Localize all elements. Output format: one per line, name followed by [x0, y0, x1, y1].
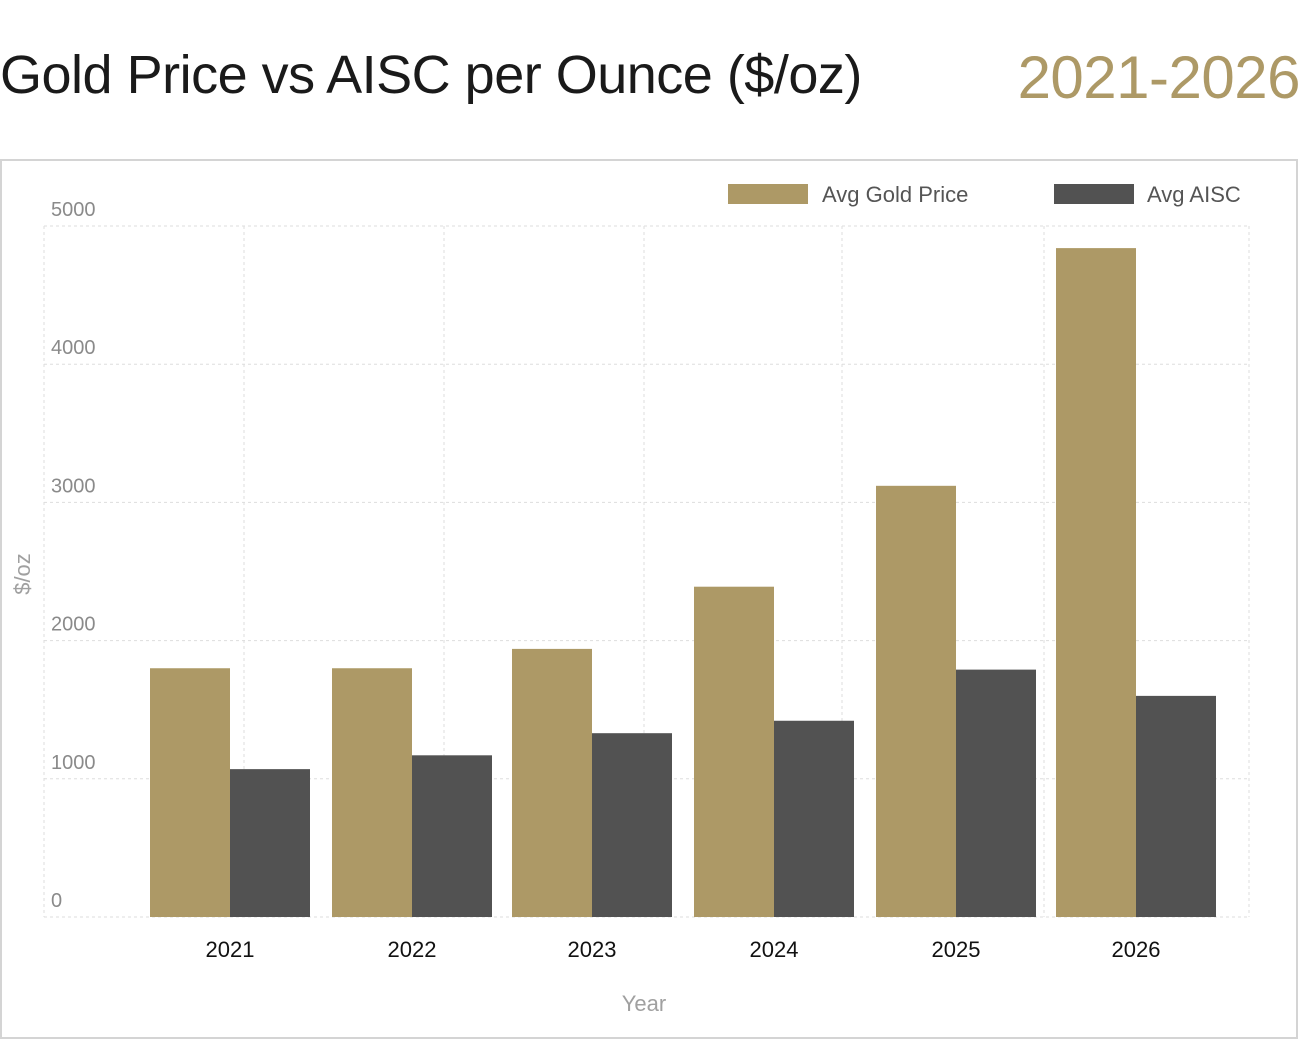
y-axis-ticks: 0 1000 2000 3000 4000 5000 — [51, 199, 96, 912]
x-tick-label: 2023 — [568, 937, 617, 962]
gold-price-bar-2025 — [876, 485, 956, 917]
aisc-bar-2024 — [774, 720, 854, 917]
grid — [43, 225, 1250, 918]
gold-price-bar-2021 — [150, 668, 230, 917]
x-tick-label: 2026 — [1112, 937, 1161, 962]
y-axis-label: $/oz — [10, 553, 35, 595]
legend: Avg Gold Price Avg AISC — [728, 182, 1241, 207]
legend-swatch-0 — [728, 184, 808, 204]
legend-label-1: Avg AISC — [1147, 182, 1241, 207]
chart-title: Gold Price vs AISC per Ounce ($/oz) — [0, 45, 862, 105]
gold-price-bar-2023 — [512, 648, 592, 917]
x-axis-ticks: 2021 2022 2023 2024 2025 2026 — [206, 937, 1161, 962]
y-tick-label: 4000 — [51, 337, 96, 359]
aisc-bar-2022 — [412, 755, 492, 917]
gold-price-bar-2024 — [694, 586, 774, 917]
aisc-bar-2025 — [956, 669, 1036, 917]
x-tick-label: 2021 — [206, 937, 255, 962]
gold-price-bar-2026 — [1056, 248, 1136, 917]
x-axis-label: Year — [622, 991, 666, 1016]
y-tick-label: 2000 — [51, 614, 96, 636]
aisc-bar-2021 — [230, 769, 310, 917]
x-tick-label: 2025 — [932, 937, 981, 962]
legend-label-0: Avg Gold Price — [822, 182, 968, 207]
x-tick-label: 2022 — [388, 937, 437, 962]
y-tick-label: 5000 — [51, 199, 96, 221]
aisc-bar-2026 — [1136, 695, 1216, 917]
gold-price-bar-2022 — [332, 668, 412, 917]
x-tick-label: 2024 — [750, 937, 799, 962]
date-range: 2021-2026 — [1017, 44, 1300, 111]
y-tick-label: 1000 — [51, 752, 96, 774]
y-tick-label: 3000 — [51, 475, 96, 497]
legend-swatch-1 — [1054, 184, 1134, 204]
bars — [150, 248, 1216, 917]
aisc-bar-2023 — [592, 733, 672, 917]
y-tick-label: 0 — [51, 890, 62, 912]
chart-frame — [0, 159, 1298, 1039]
